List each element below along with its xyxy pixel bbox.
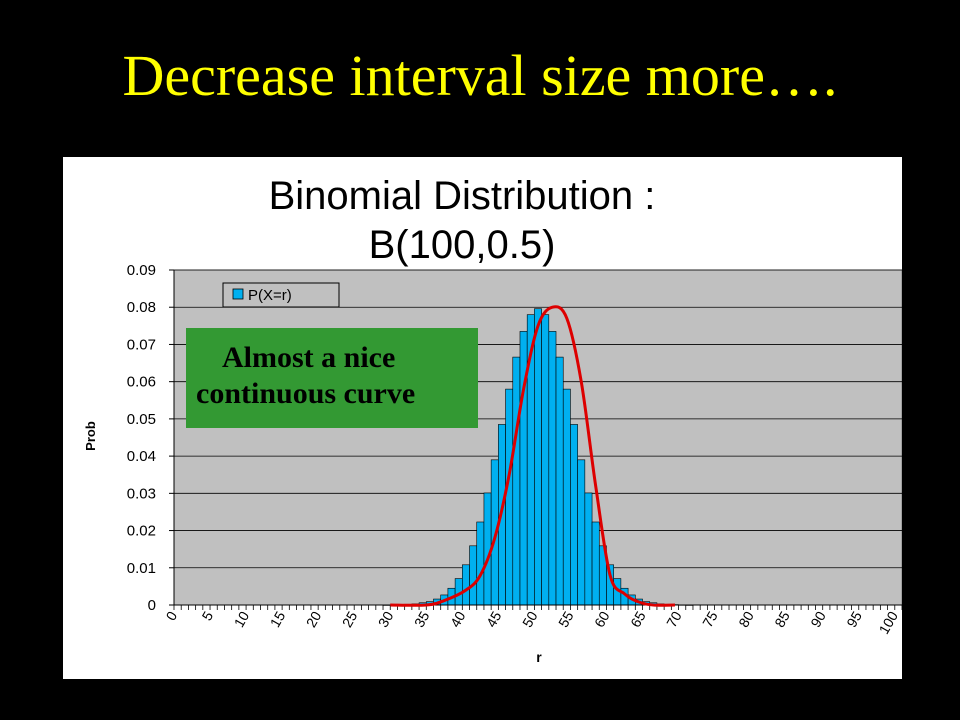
x-tick-label: 50 — [519, 608, 541, 630]
bar — [584, 492, 593, 606]
bar — [570, 424, 578, 606]
x-tick-label: 35 — [411, 608, 433, 630]
x-tick-label: 30 — [375, 608, 397, 630]
bar — [562, 388, 571, 606]
bar — [555, 356, 564, 606]
bar — [462, 564, 470, 606]
callout-line-2: continuous curve — [196, 377, 416, 410]
x-tick-label: 70 — [663, 608, 685, 630]
bar — [512, 356, 521, 606]
legend: P(X=r) — [222, 282, 340, 308]
bar — [541, 314, 550, 606]
chart-panel: Binomial Distribution : B(100,0.5) 0 0.01… — [63, 157, 902, 679]
x-tick-label: 45 — [483, 608, 505, 630]
y-tick-label: 0.09 — [127, 262, 156, 279]
callout-box: Almost a nice continuous curve — [186, 328, 478, 428]
x-tick-label: 75 — [699, 608, 721, 630]
legend-label: P(X=r) — [248, 287, 292, 304]
x-tick-label: 20 — [303, 608, 325, 630]
y-tick-label: 0.07 — [127, 336, 156, 353]
x-tick-label: 90 — [807, 608, 829, 630]
bar — [505, 388, 514, 606]
x-axis-label: r — [536, 649, 542, 665]
slide-title: Decrease interval size more…. — [122, 43, 838, 108]
y-tick-label: 0.01 — [127, 560, 156, 577]
x-tick-label: 10 — [231, 608, 253, 630]
x-tick-label: 5 — [198, 608, 216, 623]
y-tick-label: 0.06 — [127, 374, 156, 391]
chart-title-line-2: B(100,0.5) — [369, 223, 556, 267]
y-tick-label: 0.05 — [127, 411, 156, 428]
x-tick-label: 60 — [591, 608, 613, 630]
bar — [476, 521, 485, 606]
bar — [591, 521, 600, 606]
y-tick-label: 0.08 — [127, 299, 156, 316]
chart-title-line-1: Binomial Distribution : — [269, 174, 656, 218]
y-tick-label: 0 — [148, 597, 156, 614]
x-tick-labels: 0 5 10 15 20 25 30 35 40 45 50 55 60 65 70 75 80 85 90 95 10… — [162, 608, 901, 636]
y-tick-label: 0.02 — [127, 523, 156, 540]
y-tick-label: 0.04 — [127, 448, 156, 465]
bar — [577, 459, 586, 606]
bar — [469, 545, 478, 606]
callout-line-1: Almost a nice — [222, 341, 396, 374]
x-tick-label: 0 — [162, 608, 180, 623]
bar — [534, 308, 542, 606]
y-tick-label: 0.03 — [127, 485, 156, 502]
overlay-curve — [390, 305, 675, 607]
legend-swatch — [232, 288, 244, 300]
x-tick-label: 100 — [875, 608, 901, 636]
x-tick-label: 65 — [627, 608, 649, 630]
x-tick-label: 55 — [555, 608, 577, 630]
y-tick-labels: 0 0.01 0.02 0.03 0.04 0.05 0.06 0.07 0.08 0.09 — [127, 262, 156, 614]
bar — [548, 331, 557, 606]
x-tick-label: 40 — [447, 608, 469, 630]
x-tick-label: 85 — [771, 608, 793, 630]
y-axis-label: Prob — [83, 421, 98, 451]
x-tick-label: 15 — [267, 608, 289, 630]
x-tick-label: 80 — [735, 608, 757, 630]
x-tick-label: 95 — [843, 608, 865, 630]
chart: Binomial Distribution : B(100,0.5) 0 0.01… — [83, 174, 902, 665]
x-tick-label: 25 — [339, 608, 361, 630]
